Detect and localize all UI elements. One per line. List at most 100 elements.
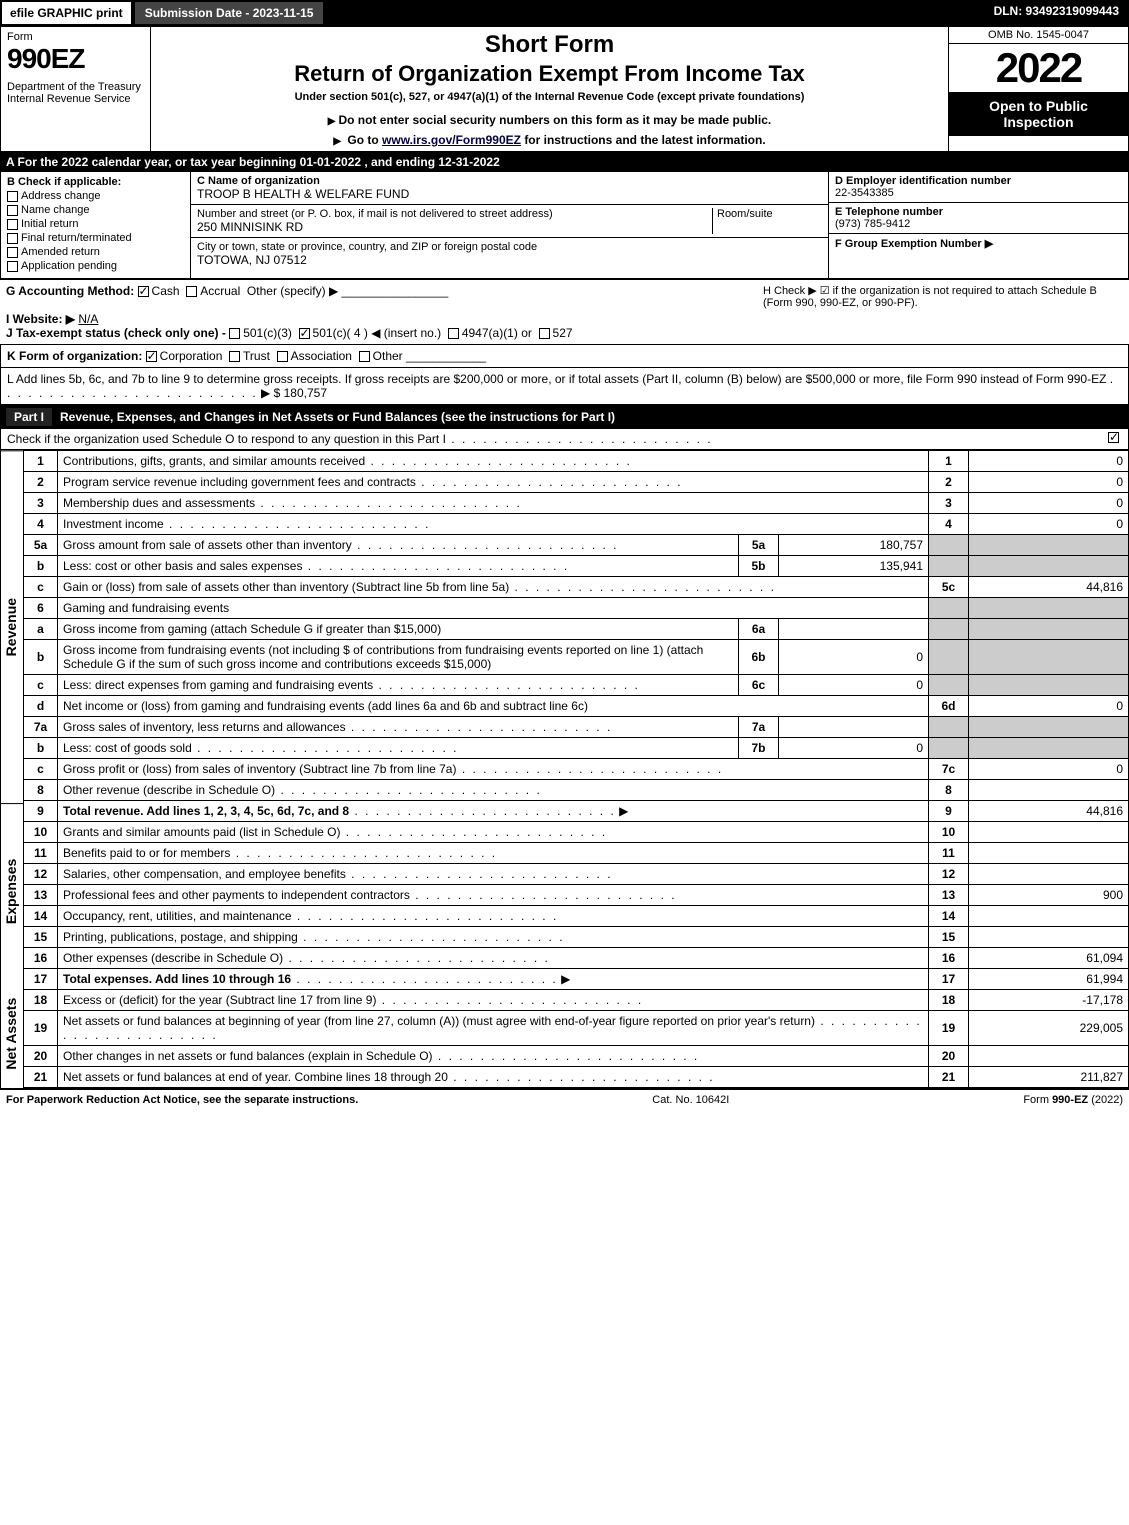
line-3: 3Membership dues and assessments30 — [24, 493, 1129, 514]
omb-label: OMB No. 1545-0047 — [949, 27, 1128, 44]
cb-assoc[interactable] — [277, 351, 288, 362]
l-amount: $ 180,757 — [274, 386, 327, 400]
street-label: Number and street (or P. O. box, if mail… — [197, 208, 712, 220]
title-short: Short Form — [157, 31, 942, 59]
org-block: B Check if applicable: Address change Na… — [0, 172, 1129, 279]
title-return: Return of Organization Exempt From Incom… — [157, 61, 942, 87]
lines-table: 1Contributions, gifts, grants, and simil… — [23, 450, 1129, 1088]
vlabel-revenue: Revenue — [1, 450, 23, 803]
part1-tag: Part I — [6, 408, 52, 426]
title-cell: Short Form Return of Organization Exempt… — [151, 27, 949, 152]
g-other: Other (specify) ▶ — [247, 284, 338, 298]
line-6d: dNet income or (loss) from gaming and fu… — [24, 696, 1129, 717]
vlabel-netassets: Net Assets — [1, 979, 23, 1088]
section-a: A For the 2022 calendar year, or tax yea… — [0, 152, 1129, 172]
line-11: 11Benefits paid to or for members11 — [24, 843, 1129, 864]
part1-body: Revenue Expenses Net Assets 1Contributio… — [0, 450, 1129, 1088]
line-7c: cGross profit or (loss) from sales of in… — [24, 759, 1129, 780]
e-label: E Telephone number — [835, 206, 1122, 218]
dept-label: Department of the Treasury Internal Reve… — [7, 81, 144, 105]
g-label: G Accounting Method: — [6, 284, 134, 298]
line-21: 21Net assets or fund balances at end of … — [24, 1067, 1129, 1088]
line-6: 6Gaming and fundraising events — [24, 598, 1129, 619]
box-b: B Check if applicable: Address change Na… — [1, 172, 191, 278]
line-2: 2Program service revenue including gover… — [24, 472, 1129, 493]
line-19: 19Net assets or fund balances at beginni… — [24, 1011, 1129, 1046]
cb-schedule-o[interactable] — [1108, 432, 1119, 443]
line-6c: cLess: direct expenses from gaming and f… — [24, 675, 1129, 696]
form-number: 990EZ — [7, 43, 144, 75]
form-word: Form — [7, 31, 144, 43]
goto-post: for instructions and the latest informat… — [524, 133, 765, 147]
gh-row: G Accounting Method: Cash Accrual Other … — [0, 279, 1129, 345]
box-k: K Form of organization: Corporation Trus… — [0, 345, 1129, 368]
line-4: 4Investment income40 — [24, 514, 1129, 535]
k-label: K Form of organization: — [7, 349, 142, 363]
cb-other[interactable] — [359, 351, 370, 362]
i-label: I Website: ▶ — [6, 312, 75, 326]
cb-final-return[interactable]: Final return/terminated — [7, 232, 184, 244]
cb-corp[interactable] — [146, 351, 157, 362]
part1-title: Revenue, Expenses, and Changes in Net As… — [60, 410, 615, 424]
cb-4947[interactable] — [448, 328, 459, 339]
line-13: 13Professional fees and other payments t… — [24, 885, 1129, 906]
tax-year: 2022 — [949, 44, 1128, 92]
title-warn: Do not enter social security numbers on … — [157, 113, 942, 127]
line-7a: 7aGross sales of inventory, less returns… — [24, 717, 1129, 738]
line-15: 15Printing, publications, postage, and s… — [24, 927, 1129, 948]
line-5b: bLess: cost or other basis and sales exp… — [24, 556, 1129, 577]
line-6b: bGross income from fundraising events (n… — [24, 640, 1129, 675]
top-bar: efile GRAPHIC print Submission Date - 20… — [0, 0, 1129, 26]
page-footer: For Paperwork Reduction Act Notice, see … — [0, 1088, 1129, 1110]
line-8: 8Other revenue (describe in Schedule O)8 — [24, 780, 1129, 801]
open-inspection: Open to Public Inspection — [949, 92, 1128, 136]
line-1: 1Contributions, gifts, grants, and simil… — [24, 451, 1129, 472]
cb-527[interactable] — [539, 328, 550, 339]
line-18: 18Excess or (deficit) for the year (Subt… — [24, 990, 1129, 1011]
form-id-cell: Form 990EZ Department of the Treasury In… — [1, 27, 151, 152]
cb-application-pending[interactable]: Application pending — [7, 260, 184, 272]
cb-name-change[interactable]: Name change — [7, 204, 184, 216]
part1-check-text: Check if the organization used Schedule … — [7, 432, 1108, 446]
org-street: 250 MINNISINK RD — [197, 220, 303, 234]
cb-initial-return[interactable]: Initial return — [7, 218, 184, 230]
line-5c: cGain or (loss) from sale of assets othe… — [24, 577, 1129, 598]
org-city: TOTOWA, NJ 07512 — [197, 253, 307, 267]
room-label: Room/suite — [717, 208, 822, 220]
goto-link[interactable]: www.irs.gov/Form990EZ — [382, 133, 521, 147]
cb-501c[interactable] — [299, 328, 310, 339]
ein: 22-3543385 — [835, 187, 894, 199]
cb-trust[interactable] — [229, 351, 240, 362]
vlabel-expenses: Expenses — [1, 803, 23, 979]
line-5a: 5aGross amount from sale of assets other… — [24, 535, 1129, 556]
goto-pre: Go to — [347, 133, 382, 147]
cb-address-change[interactable]: Address change — [7, 190, 184, 202]
d-label: D Employer identification number — [835, 175, 1122, 187]
id-col: D Employer identification number 22-3543… — [828, 172, 1128, 278]
line-7b: bLess: cost of goods sold7b0 — [24, 738, 1129, 759]
cb-cash[interactable] — [138, 286, 149, 297]
box-l: L Add lines 5b, 6c, and 7b to line 9 to … — [0, 368, 1129, 405]
f-label: F Group Exemption Number ▶ — [835, 237, 1122, 250]
title-under: Under section 501(c), 527, or 4947(a)(1)… — [157, 91, 942, 103]
line-12: 12Salaries, other compensation, and empl… — [24, 864, 1129, 885]
box-h: H Check ▶ ☑ if the organization is not r… — [763, 284, 1123, 340]
line-10: 10Grants and similar amounts paid (list … — [24, 822, 1129, 843]
line-20: 20Other changes in net assets or fund ba… — [24, 1046, 1129, 1067]
line-14: 14Occupancy, rent, utilities, and mainte… — [24, 906, 1129, 927]
line-17: 17Total expenses. Add lines 10 through 1… — [24, 969, 1129, 990]
footer-right: Form 990-EZ (2022) — [1023, 1094, 1123, 1106]
line-6a: aGross income from gaming (attach Schedu… — [24, 619, 1129, 640]
c-label: C Name of organization — [197, 175, 320, 187]
j-label: J Tax-exempt status (check only one) - — [6, 326, 226, 340]
address-block: C Name of organization TROOP B HEALTH & … — [191, 172, 828, 278]
title-goto: Go to www.irs.gov/Form990EZ for instruct… — [157, 133, 942, 147]
efile-label[interactable]: efile GRAPHIC print — [0, 0, 133, 26]
right-col: OMB No. 1545-0047 2022 Open to Public In… — [949, 27, 1129, 152]
dln-label: DLN: 93492319099443 — [984, 0, 1129, 26]
phone: (973) 785-9412 — [835, 218, 910, 230]
cb-accrual[interactable] — [186, 286, 197, 297]
cb-501c3[interactable] — [229, 328, 240, 339]
form-header: Form 990EZ Department of the Treasury In… — [0, 26, 1129, 152]
cb-amended-return[interactable]: Amended return — [7, 246, 184, 258]
